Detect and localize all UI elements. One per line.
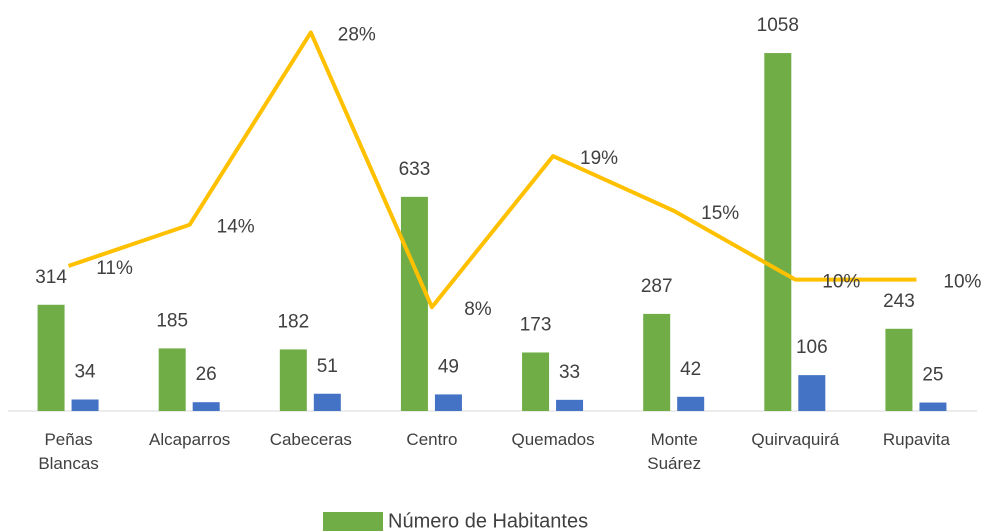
- data-label: 15%: [701, 203, 739, 224]
- data-label: 42: [680, 359, 701, 380]
- data-label: 25: [922, 365, 943, 386]
- bar: [919, 402, 947, 411]
- data-label: 287: [641, 276, 673, 297]
- x-tick-label: Cabeceras: [269, 430, 352, 449]
- bar: [798, 375, 826, 411]
- data-label: 51: [317, 356, 338, 377]
- x-tick-label: Alcaparros: [149, 430, 231, 449]
- data-label: 14%: [217, 217, 255, 238]
- data-label: 633: [399, 159, 431, 180]
- x-tick-label: Centro: [406, 430, 458, 449]
- data-label: 314: [35, 267, 67, 288]
- legend-swatch: [323, 512, 383, 531]
- bar: [71, 399, 99, 411]
- data-label: 106: [796, 337, 828, 358]
- data-label: 11%: [96, 258, 133, 279]
- bar: [313, 393, 341, 411]
- data-label: 10%: [822, 272, 860, 293]
- data-label: 182: [277, 311, 309, 332]
- data-label: 185: [156, 310, 188, 331]
- bar: [37, 304, 65, 411]
- data-label: 26: [196, 364, 217, 385]
- bar: [764, 53, 792, 411]
- data-label: 28%: [338, 24, 376, 45]
- data-label: 243: [883, 291, 915, 312]
- bar: [279, 349, 307, 411]
- data-label: 19%: [580, 148, 618, 169]
- data-label: 33: [559, 362, 580, 383]
- data-label: 8%: [464, 299, 492, 320]
- data-label: 49: [438, 356, 459, 377]
- x-tick-label: Peñas Blancas: [38, 430, 99, 473]
- bar: [434, 394, 462, 411]
- x-tick-label: Rupavita: [882, 430, 950, 449]
- bar: [400, 196, 428, 411]
- bar: [643, 313, 671, 411]
- data-label: 34: [74, 362, 96, 383]
- x-tick-label: Quemados: [511, 430, 595, 449]
- bar: [677, 396, 705, 411]
- data-label: 173: [520, 314, 552, 335]
- bar: [556, 399, 584, 411]
- bar: [885, 328, 913, 411]
- x-tick-label: Monte Suárez: [647, 430, 702, 473]
- bar: [192, 402, 220, 411]
- data-label: 10%: [943, 272, 981, 293]
- legend-label: Número de Habitantes: [388, 510, 588, 531]
- bar: [158, 348, 186, 411]
- x-tick-label: Quirvaquirá: [751, 430, 840, 449]
- line-series: [67, 30, 917, 310]
- bar: [522, 352, 550, 411]
- data-label: 1058: [757, 15, 799, 36]
